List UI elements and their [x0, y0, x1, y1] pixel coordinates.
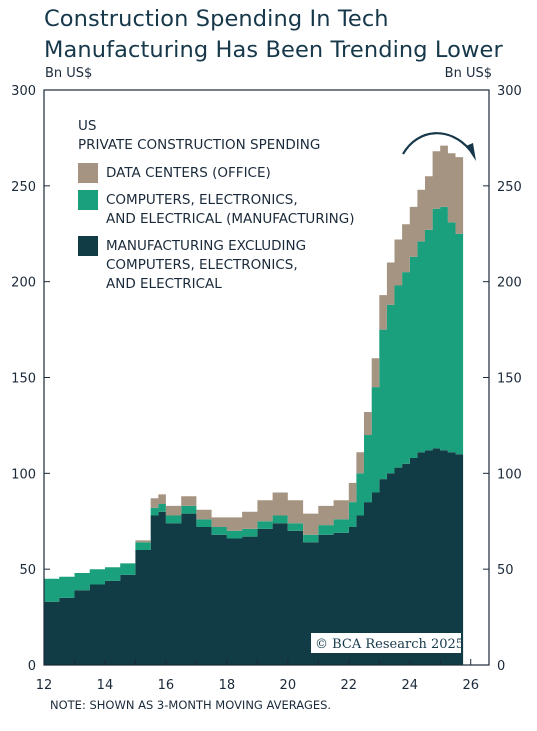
- area-series-2: [44, 206, 464, 602]
- legend-label-1: AND ELECTRICAL: [106, 276, 222, 292]
- trend-arrow-icon: [402, 132, 471, 155]
- copyright-background: [311, 633, 461, 653]
- arrow-head-icon: [466, 143, 476, 161]
- chart-title-line1: Construction Spending In Tech: [44, 6, 389, 32]
- x-tick-label: 24: [401, 678, 418, 693]
- y-tick-label-right: 200: [497, 276, 522, 291]
- x-tick-label: 22: [341, 678, 358, 693]
- legend-label-3: DATA CENTERS (OFFICE): [106, 165, 271, 181]
- y-tick-label-right: 150: [497, 372, 522, 387]
- legend-label-1: COMPUTERS, ELECTRONICS,: [106, 257, 298, 273]
- y-tick-label-right: 300: [497, 84, 522, 99]
- legend-title-line1: US: [78, 118, 96, 134]
- area-series-3: [44, 145, 464, 579]
- y-tick-label-left: 250: [11, 180, 36, 195]
- x-tick-label: 16: [158, 678, 175, 693]
- legend: US PRIVATE CONSTRUCTION SPENDING DATA CENT…: [78, 118, 355, 292]
- legend-label-1: MANUFACTURING EXCLUDING: [106, 238, 306, 254]
- y-axis-unit-left: Bn US$: [45, 66, 93, 81]
- copyright-label: © BCA Research 2025: [315, 637, 464, 652]
- x-axis-ticks: 12 14 16 18 20 22 24 26: [36, 659, 479, 693]
- legend-swatch-2: [78, 190, 98, 210]
- x-tick-label: 14: [97, 678, 114, 693]
- x-tick-label: 20: [280, 678, 297, 693]
- y-tick-label-left: 150: [11, 372, 36, 387]
- y-tick-label-left: 0: [28, 659, 36, 674]
- chart-title: Construction Spending In Tech Manufactur…: [44, 4, 534, 66]
- area-series-group: [44, 145, 464, 665]
- legend-label-2: AND ELECTRICAL (MANUFACTURING): [106, 211, 355, 227]
- legend-swatch-3: [78, 163, 98, 183]
- legend-label-2: COMPUTERS, ELECTRONICS,: [106, 192, 298, 208]
- y-tick-label-left: 100: [11, 467, 36, 482]
- y-tick-label-left: 200: [11, 276, 36, 291]
- y-tick-label-left: 300: [11, 84, 36, 99]
- y-tick-label-right: 50: [497, 563, 514, 578]
- x-tick-label: 18: [219, 678, 236, 693]
- y-tick-label-right: 100: [497, 467, 522, 482]
- chart-title-line2: Manufacturing Has Been Trending Lower: [44, 37, 503, 63]
- legend-title-line2: PRIVATE CONSTRUCTION SPENDING: [78, 137, 320, 153]
- y-tick-label-right: 250: [497, 180, 522, 195]
- legend-swatch-1: [78, 236, 98, 256]
- x-tick-label: 26: [462, 678, 479, 693]
- area-series-1: [44, 448, 464, 665]
- y-tick-label-left: 50: [19, 563, 36, 578]
- y-axis-ticks: 0 0 50 50 100 100 150 150 200 200 250 250 300 300: [11, 84, 522, 674]
- footnote: NOTE: SHOWN AS 3-MONTH MOVING AVERAGES.: [50, 698, 332, 712]
- y-tick-label-right: 0: [497, 659, 505, 674]
- x-tick-label: 12: [36, 678, 53, 693]
- y-axis-unit-right: Bn US$: [444, 66, 492, 81]
